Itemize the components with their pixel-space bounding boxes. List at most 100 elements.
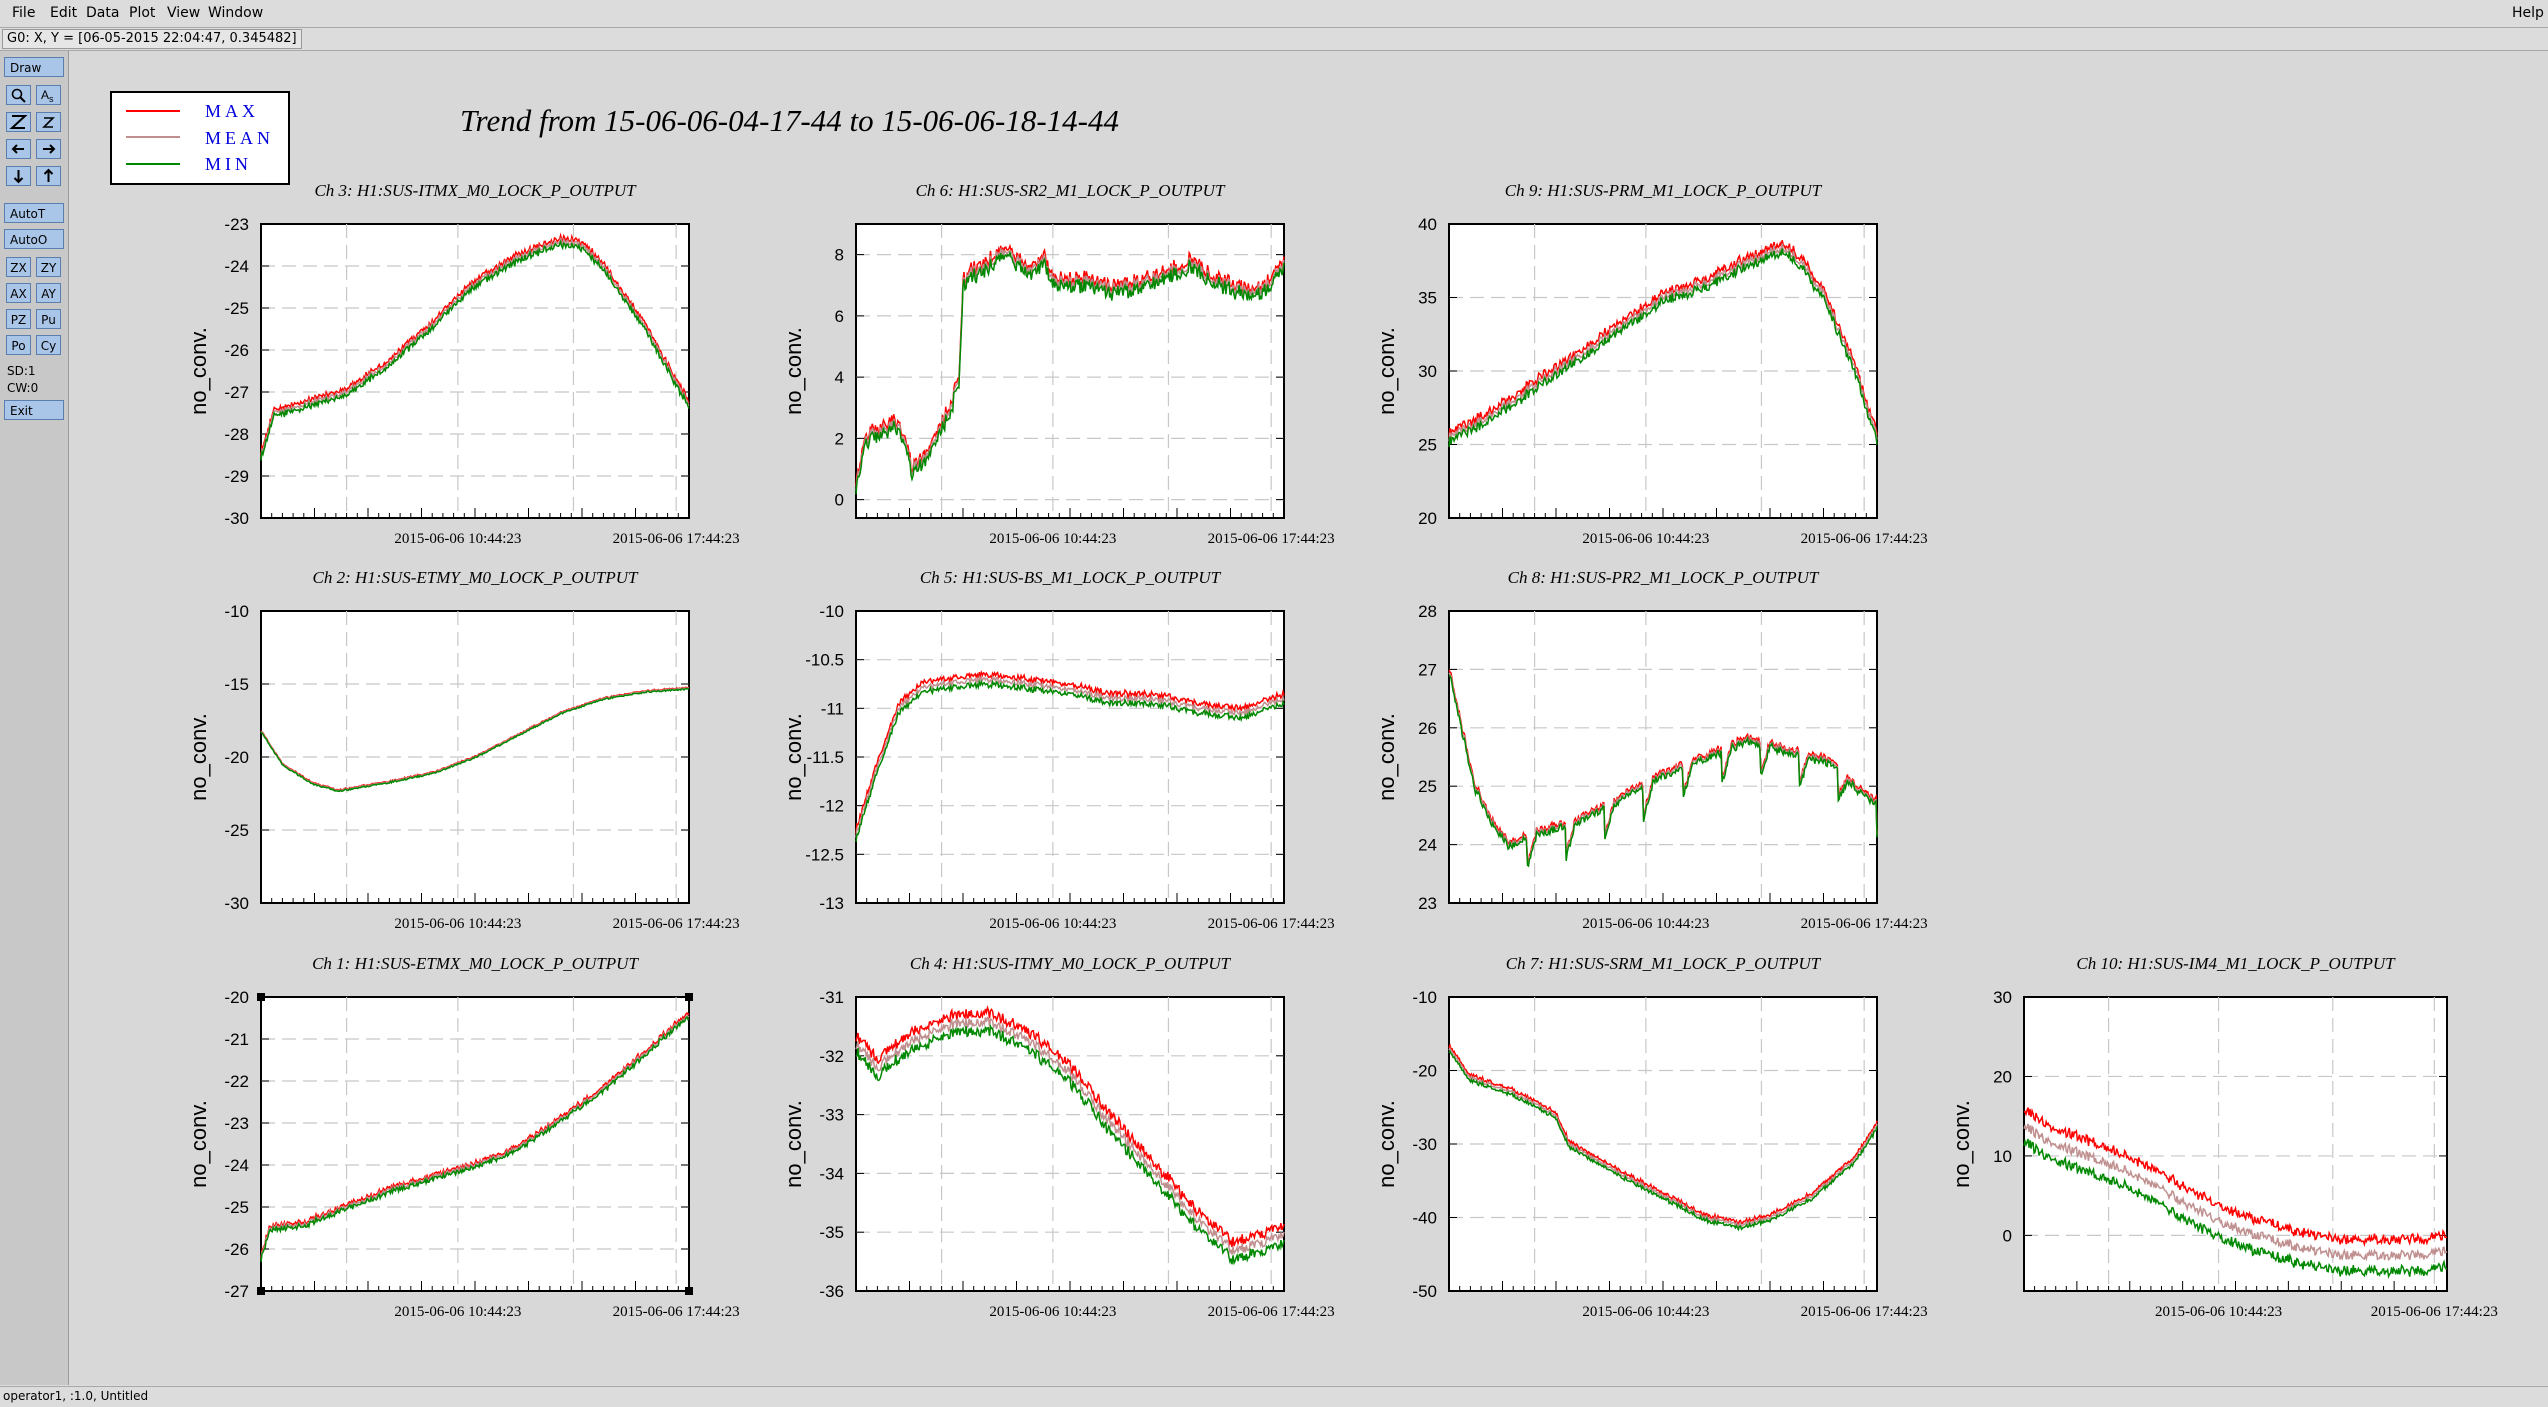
selection-handle <box>257 1287 265 1295</box>
y-tick-label: 30 <box>1993 988 2012 1007</box>
x-tick-label: 2015-06-06 10:44:23 <box>989 916 1116 932</box>
ay-button[interactable]: AY <box>36 283 61 303</box>
arrow-right-icon <box>43 144 56 154</box>
y-tick-label: 0 <box>835 491 844 510</box>
y-tick-label: -12 <box>819 797 844 816</box>
menu-help[interactable]: Help <box>2512 5 2544 21</box>
chart-panel-3: Ch 9: H1:SUS-PRM_M1_LOCK_P_OUTPUT 40 35 30 2… <box>1374 181 1928 547</box>
y-tick-label: -11.5 <box>807 748 845 767</box>
series-min-line <box>2023 1138 2448 1280</box>
y-tick-label: -11 <box>821 699 844 718</box>
y-tick-label: 6 <box>835 307 844 326</box>
zoom-button[interactable] <box>6 85 31 105</box>
zoom-z-small-button[interactable] <box>36 112 61 132</box>
y-tick-label: -28 <box>224 425 249 444</box>
zx-button[interactable]: ZX <box>6 257 31 277</box>
y-tick-label: 24 <box>1418 836 1437 855</box>
arrow-up-icon <box>43 168 54 182</box>
draw-button[interactable]: Draw <box>4 57 64 77</box>
selection-handle <box>685 993 693 1001</box>
menu-file[interactable]: File <box>12 5 36 21</box>
x-tick-label: 2015-06-06 10:44:23 <box>1582 916 1709 932</box>
y-tick-label: 27 <box>1418 660 1437 679</box>
scroll-right-button[interactable] <box>36 139 61 159</box>
y-tick-label: -24 <box>224 1156 249 1175</box>
series-max-line <box>1448 240 1878 437</box>
scroll-down-button[interactable] <box>6 166 31 186</box>
pu-button[interactable]: Pu <box>36 309 61 329</box>
y-tick-label: -25 <box>224 1198 249 1217</box>
y-tick-label: -30 <box>224 509 249 528</box>
y-tick-label: 25 <box>1418 436 1437 455</box>
y-tick-label: -10 <box>819 602 844 621</box>
chart-panel-5: Ch 5: H1:SUS-BS_M1_LOCK_P_OUTPUT -10 -10.5… <box>781 568 1335 932</box>
chart-panel-4: Ch 2: H1:SUS-ETMY_M0_LOCK_P_OUTPUT -10 -15… <box>186 568 740 932</box>
y-tick-label: -29 <box>224 467 249 486</box>
chart-panel-7: Ch 1: H1:SUS-ETMX_M0_LOCK_P_OUTPUT -20 -21… <box>186 954 740 1320</box>
y-tick-label: -10 <box>1412 988 1437 1007</box>
y-tick-label: -26 <box>224 341 249 360</box>
series-min-line <box>1448 674 1878 868</box>
y-tick-label: -13 <box>819 894 844 913</box>
autot-button[interactable]: AutoT <box>4 203 64 223</box>
y-tick-label: -33 <box>819 1106 844 1125</box>
series-max-line <box>2023 1107 2448 1248</box>
y-tick-label: -35 <box>819 1223 844 1242</box>
y-tick-label: -24 <box>224 257 249 276</box>
zoom-z-button[interactable] <box>6 112 31 132</box>
selection-handle <box>685 1287 693 1295</box>
menu-data[interactable]: Data <box>86 5 120 21</box>
menu-plot[interactable]: Plot <box>129 5 156 21</box>
scroll-up-button[interactable] <box>36 166 61 186</box>
y-tick-label: 0 <box>2003 1226 2012 1245</box>
menu-view[interactable]: View <box>167 5 201 21</box>
menu-edit[interactable]: Edit <box>50 5 78 21</box>
autoo-button[interactable]: AutoO <box>4 229 64 249</box>
exit-button[interactable]: Exit <box>4 400 64 420</box>
x-tick-label: 2015-06-06 17:44:23 <box>2371 1304 2498 1320</box>
chart-panel-2: Ch 6: H1:SUS-SR2_M1_LOCK_P_OUTPUT 8 6 4 2 0 20… <box>781 181 1335 547</box>
chart-panel-9: Ch 7: H1:SUS-SRM_M1_LOCK_P_OUTPUT -10 -20 -… <box>1374 954 1928 1320</box>
y-axis-label: no_conv. <box>781 1100 806 1188</box>
y-tick-label: -36 <box>819 1282 844 1301</box>
x-tick-label: 2015-06-06 10:44:23 <box>394 1304 521 1320</box>
menu-window[interactable]: Window <box>208 5 264 21</box>
y-tick-label: 30 <box>1418 362 1437 381</box>
scroll-left-button[interactable] <box>6 139 31 159</box>
y-tick-label: -10 <box>224 602 249 621</box>
ax-button[interactable]: AX <box>6 283 31 303</box>
y-axis-label: no_conv. <box>186 1100 211 1188</box>
series-mean-line <box>1448 243 1878 442</box>
cy-button[interactable]: Cy <box>36 335 61 355</box>
menu-bar: File Edit Data Plot View Window Help <box>0 0 2548 28</box>
chart-title: Ch 9: H1:SUS-PRM_M1_LOCK_P_OUTPUT <box>1505 181 1823 200</box>
chart-title: Ch 2: H1:SUS-ETMY_M0_LOCK_P_OUTPUT <box>313 568 639 587</box>
y-tick-label: -34 <box>819 1164 844 1183</box>
chart-title: Ch 8: H1:SUS-PR2_M1_LOCK_P_OUTPUT <box>1508 568 1820 587</box>
y-axis-label: no_conv. <box>186 327 211 415</box>
y-tick-label: -26 <box>224 1240 249 1259</box>
x-tick-label: 2015-06-06 17:44:23 <box>1208 916 1335 932</box>
x-tick-label: 2015-06-06 17:44:23 <box>1801 1304 1928 1320</box>
sd-label: SD:1 <box>7 364 36 378</box>
zy-button[interactable]: ZY <box>36 257 61 277</box>
series-mean-line <box>2023 1123 2448 1262</box>
po-button[interactable]: Po <box>6 335 31 355</box>
series-min-line <box>1448 1050 1878 1232</box>
y-tick-label: 28 <box>1418 602 1437 621</box>
y-axis-label: no_conv. <box>1374 327 1399 415</box>
series-max-line <box>855 1004 1285 1248</box>
coordinate-bar: G0: X, Y = [06-05-2015 22:04:47, 0.34548… <box>0 28 2548 51</box>
status-text: operator1, :1.0, Untitled <box>3 1389 149 1403</box>
chart-title: Ch 7: H1:SUS-SRM_M1_LOCK_P_OUTPUT <box>1506 954 1822 973</box>
x-tick-label: 2015-06-06 10:44:23 <box>394 916 521 932</box>
y-axis-label: no_conv. <box>781 713 806 801</box>
y-tick-label: 25 <box>1418 777 1437 796</box>
pz-button[interactable]: PZ <box>6 309 31 329</box>
y-tick-label: -50 <box>1412 1282 1437 1301</box>
y-tick-label: -27 <box>224 1282 249 1301</box>
y-tick-label: -12.5 <box>805 845 844 864</box>
series-min-line <box>260 1015 690 1263</box>
